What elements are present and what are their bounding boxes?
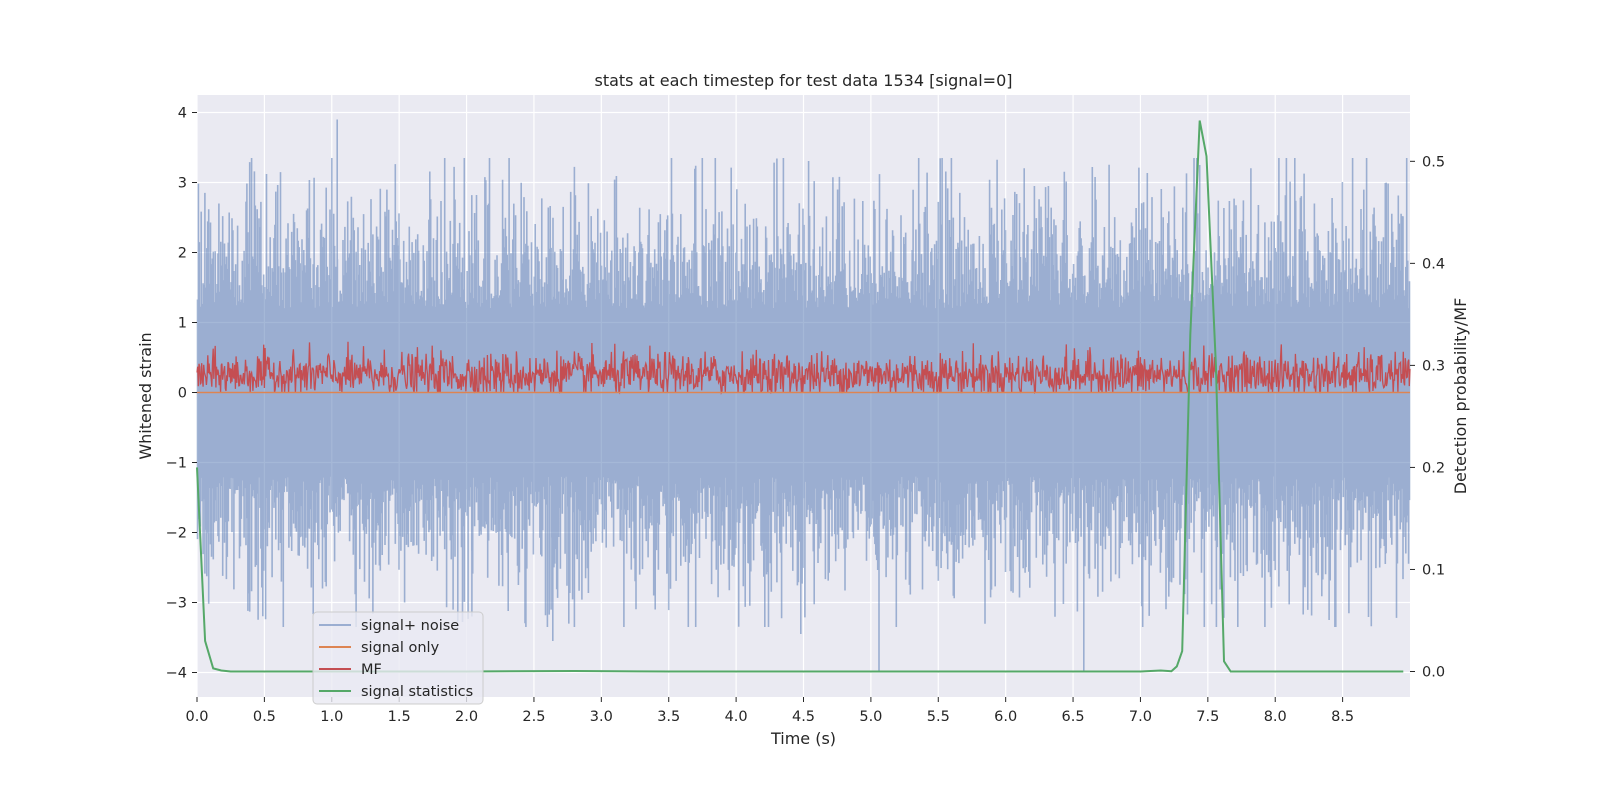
- y-tick-label: 1: [178, 316, 187, 332]
- legend-label: signal+ noise: [361, 618, 459, 634]
- y2-tick-label: 0.1: [1422, 562, 1445, 578]
- x-tick-label: 1.5: [388, 709, 411, 725]
- legend-box: [312, 611, 484, 705]
- x-tick-label: 8.5: [1331, 709, 1354, 725]
- y-tick-label: 4: [178, 106, 187, 122]
- y2-tick-label: 0.0: [1422, 664, 1445, 680]
- y-axis-ticks: 4 3 2 1 0 −1 −2 −3 −4: [166, 106, 197, 682]
- x-axis-ticks: 0.0 0.5 1.0 1.5 2.0 2.5 3.0 3.5 4.0 4.5 5.0 5.5 6.0 6…: [185, 697, 1354, 725]
- x-tick-label: 5.5: [927, 709, 950, 725]
- legend-label: signal only: [361, 640, 440, 656]
- x-tick-label: 1.0: [320, 709, 343, 725]
- x-tick-label: 3.5: [657, 709, 680, 725]
- legend: signal+ noise signal only MF signal statist…: [312, 611, 484, 705]
- series-signal-statistics: [196, 120, 1404, 673]
- y-tick-label: 3: [178, 176, 187, 192]
- x-tick-label: 5.0: [859, 709, 882, 725]
- x-tick-label: 6.0: [994, 709, 1017, 725]
- y-axis-label: Whitened strain: [136, 332, 155, 459]
- y-tick-label: 0: [178, 386, 187, 402]
- chart-title: stats at each timestep for test data 153…: [594, 71, 1012, 90]
- legend-label: signal statistics: [361, 684, 473, 700]
- y2-axis-label: Detection probability/MF: [1451, 298, 1470, 495]
- x-tick-label: 2.0: [455, 709, 478, 725]
- y2-tick-label: 0.5: [1422, 154, 1445, 170]
- x-tick-label: 4.0: [725, 709, 748, 725]
- y-tick-label: −1: [166, 456, 187, 472]
- x-tick-label: 3.0: [590, 709, 613, 725]
- x-axis-label: Time (s): [770, 729, 836, 748]
- x-tick-label: 4.5: [792, 709, 815, 725]
- x-tick-label: 2.5: [522, 709, 545, 725]
- x-tick-label: 8.0: [1264, 709, 1287, 725]
- y2-axis-ticks: 0.5 0.4 0.3 0.2 0.1 0.0: [1410, 154, 1445, 680]
- y2-tick-label: 0.3: [1422, 358, 1445, 374]
- y-tick-label: −4: [166, 666, 187, 682]
- x-tick-label: 0.0: [185, 709, 208, 725]
- y2-tick-label: 0.2: [1422, 460, 1445, 476]
- y2-tick-label: 0.4: [1422, 256, 1445, 272]
- y-tick-label: 2: [178, 246, 187, 262]
- y-tick-label: −3: [166, 596, 187, 612]
- x-tick-label: 0.5: [253, 709, 276, 725]
- x-tick-label: 7.5: [1196, 709, 1219, 725]
- x-tick-label: 7.0: [1129, 709, 1152, 725]
- y-tick-label: −2: [166, 526, 187, 542]
- legend-label: MF: [361, 662, 382, 678]
- x-tick-label: 6.5: [1062, 709, 1085, 725]
